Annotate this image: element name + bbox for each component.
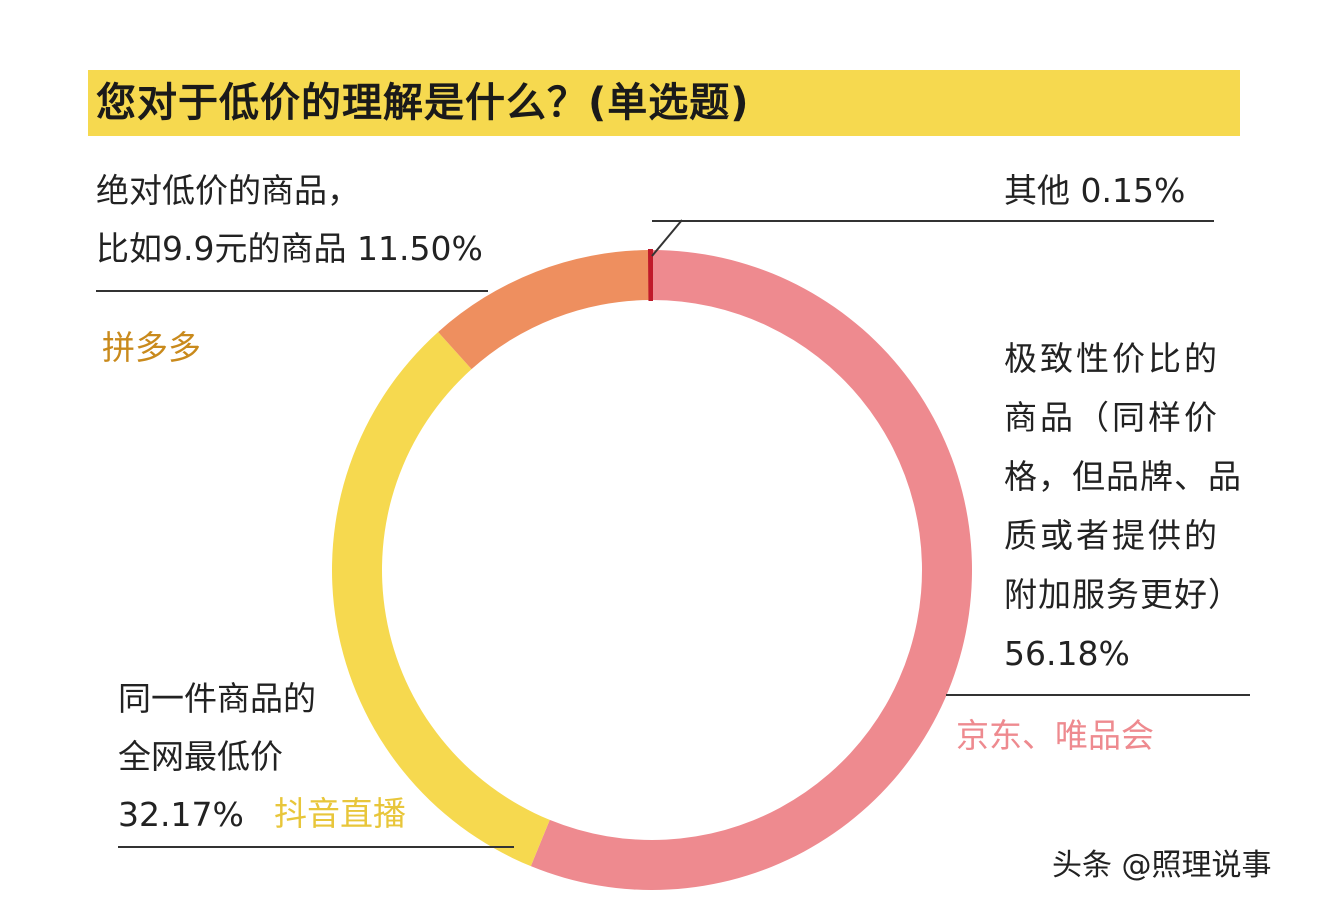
leader-other bbox=[651, 219, 683, 257]
label-absolute-low-line2: 比如9.9元的商品 11.50% bbox=[96, 229, 483, 268]
watermark: 头条 @照理说事 bbox=[1052, 848, 1272, 883]
label-absolute-low-line1: 绝对低价的商品， bbox=[96, 171, 360, 210]
title-bar bbox=[88, 70, 1240, 136]
slice-best-value bbox=[530, 250, 972, 891]
label-best-value-line5: 附加服务更好） bbox=[1004, 575, 1242, 614]
rule-best-value bbox=[946, 694, 1250, 696]
platform-douyin: 抖音直播 bbox=[274, 794, 406, 833]
label-best-value-line2: 商品（同样价 bbox=[1004, 398, 1220, 437]
label-lowest-line1: 同一件商品的 bbox=[118, 679, 316, 718]
rule-absolute-low bbox=[96, 290, 488, 292]
chart-title: 您对于低价的理解是什么？(单选题) bbox=[96, 80, 750, 126]
label-best-value-line4: 质或者提供的 bbox=[1004, 516, 1220, 555]
slice-absolute-low bbox=[438, 250, 650, 370]
label-best-value-line1: 极致性价比的 bbox=[1004, 339, 1220, 378]
label-other: 其他 0.15% bbox=[1004, 171, 1186, 210]
label-lowest-line2: 全网最低价 bbox=[118, 737, 283, 776]
label-best-value-pct: 56.18% bbox=[1004, 634, 1130, 673]
label-lowest-pct: 32.17% bbox=[118, 795, 244, 834]
platform-jd-vip: 京东、唯品会 bbox=[956, 716, 1154, 755]
rule-other bbox=[652, 220, 1214, 222]
platform-pdd: 拼多多 bbox=[102, 328, 201, 367]
rule-lowest bbox=[118, 846, 514, 848]
label-best-value-line3: 格，但品牌、品 bbox=[1004, 457, 1242, 496]
slice-other bbox=[647, 248, 653, 302]
slice-lowest bbox=[331, 331, 550, 867]
